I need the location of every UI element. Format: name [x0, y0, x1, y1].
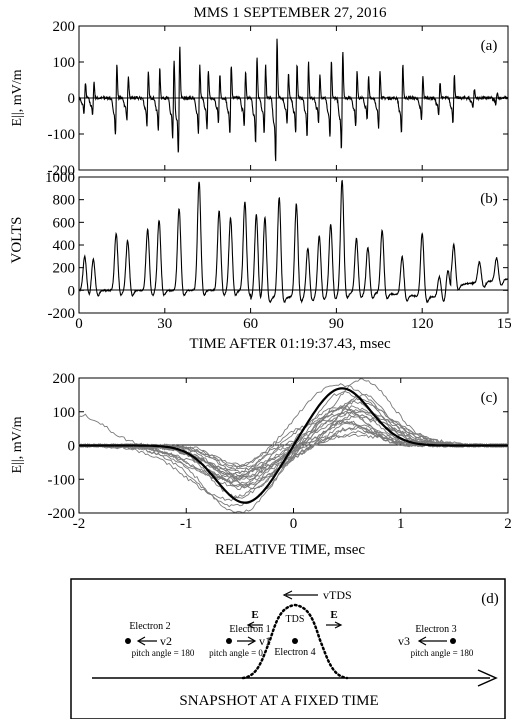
- e-field-left-arrowhead: [246, 621, 255, 629]
- electron-1-dot: [226, 638, 232, 644]
- electron-1-pitch: pitch angle = 0: [209, 648, 263, 658]
- electron-1-velocity: v1: [259, 634, 271, 648]
- electron-1-label: Electron 1: [229, 624, 270, 635]
- individual-trace: [78, 396, 509, 478]
- panel-a-y-ticks: -200 -100 0 100 200: [48, 19, 508, 179]
- x-tick-label: 90: [329, 316, 344, 332]
- e-field-left-label: E: [251, 609, 258, 621]
- panel-b-trace: [78, 179, 509, 304]
- y-tick-label: 0: [68, 283, 76, 299]
- vtds-label: vTDS: [323, 588, 352, 602]
- x-tick-label: -1: [180, 516, 193, 532]
- y-tick-label: -200: [48, 163, 76, 179]
- vtds-arrowhead: [282, 590, 293, 600]
- electron-3-velocity: v3: [398, 634, 410, 648]
- y-tick-label: -200: [48, 506, 76, 522]
- panel-a: -200 -100 0 100 200 (a) E||, mV/m: [10, 19, 509, 179]
- panel-b-label: (b): [480, 191, 498, 207]
- y-tick-label: 0: [68, 91, 76, 107]
- panel-a-ylabel: E||, mV/m: [10, 69, 25, 126]
- y-tick-label: 200: [53, 371, 76, 387]
- y-tick-label: 1000: [45, 170, 75, 186]
- y-tick-label: -100: [48, 127, 76, 143]
- e-field-right-arrowhead: [334, 621, 343, 629]
- y-tick-label: 100: [53, 405, 76, 421]
- electron-4-label: Electron 4: [274, 647, 315, 658]
- tds-potential-hump: [241, 603, 349, 680]
- panel-b-ylabel: VOLTS: [9, 217, 25, 264]
- panel-d-diagram: (d) vTDS TDS E E Electron 4 Electron 2 v…: [70, 578, 506, 719]
- x-tick-label: 150: [497, 316, 511, 332]
- electron-3-dot: [450, 638, 456, 644]
- y-tick-label: 100: [53, 55, 76, 71]
- snapshot-caption: SNAPSHOT AT A FIXED TIME: [179, 693, 378, 709]
- electron-3-pitch: pitch angle = 180: [411, 648, 474, 658]
- panel-c-y-ticks: -200 -100 0 100 200: [48, 371, 508, 522]
- panel-c: -200 -100 0 100 200 -2 -1 0 1 2 (c) E||, mV/m RE…: [10, 371, 511, 558]
- individual-trace: [78, 407, 509, 469]
- electron-4-dot: [292, 638, 298, 644]
- electron-2-dot: [125, 638, 131, 644]
- individual-trace: [78, 393, 509, 488]
- x-tick-label: 120: [411, 316, 434, 332]
- panel-c-average-trace: [79, 387, 508, 504]
- panel-a-label: (a): [481, 38, 498, 54]
- x-tick-label: 2: [504, 516, 511, 532]
- x-tick-label: 0: [75, 316, 83, 332]
- y-tick-label: 600: [53, 215, 76, 231]
- y-tick-label: 800: [53, 193, 76, 209]
- panel-c-label: (c): [481, 390, 498, 406]
- x-tick-label: 30: [157, 316, 172, 332]
- panel-a-trace: [78, 38, 509, 162]
- panel-a-x-ticks: [78, 26, 509, 170]
- x-tick-label: 0: [290, 516, 298, 532]
- x-tick-label: -2: [73, 516, 86, 532]
- x-tick-label: 1: [397, 516, 405, 532]
- y-tick-label: -100: [48, 472, 76, 488]
- y-tick-label: -200: [48, 306, 76, 322]
- electron-2-pitch: pitch angle = 180: [132, 648, 195, 658]
- tds-label: TDS: [286, 614, 305, 625]
- individual-trace: [78, 400, 509, 502]
- individual-trace: [78, 383, 509, 471]
- panel-b-y-ticks: -200 0 200 400 600 800 1000: [45, 170, 508, 322]
- y-tick-label: 200: [53, 261, 76, 277]
- panel-d-frame: [70, 578, 506, 719]
- baseline-arrowhead: [477, 669, 498, 687]
- x-tick-label: 60: [243, 316, 258, 332]
- panel-b-xlabel: TIME AFTER 01:19:37.43, msec: [189, 336, 391, 352]
- electron-2-velocity: v2: [160, 634, 172, 648]
- y-tick-label: 200: [53, 19, 76, 35]
- panel-b-x-ticks: 0 30 60 90 120 150: [75, 177, 511, 332]
- panel-c-x-ticks: -2 -1 0 1 2: [73, 378, 511, 532]
- electron-1-arrowhead: [247, 636, 257, 646]
- panel-d-label: (d): [481, 591, 499, 607]
- electron-3-arrowhead: [417, 636, 427, 646]
- e-field-right-label: E: [330, 609, 337, 621]
- y-tick-label: 0: [68, 439, 76, 455]
- panel-b-frame: [78, 176, 509, 314]
- electron-2-arrowhead: [136, 636, 146, 646]
- electron-2-label: Electron 2: [129, 621, 170, 632]
- figure-title: MMS 1 SEPTEMBER 27, 2016: [194, 5, 387, 21]
- panel-c-ylabel: E||, mV/m: [10, 416, 25, 473]
- y-tick-label: 400: [53, 238, 76, 254]
- panel-c-xlabel: RELATIVE TIME, msec: [215, 542, 365, 558]
- electron-3-label: Electron 3: [415, 624, 456, 635]
